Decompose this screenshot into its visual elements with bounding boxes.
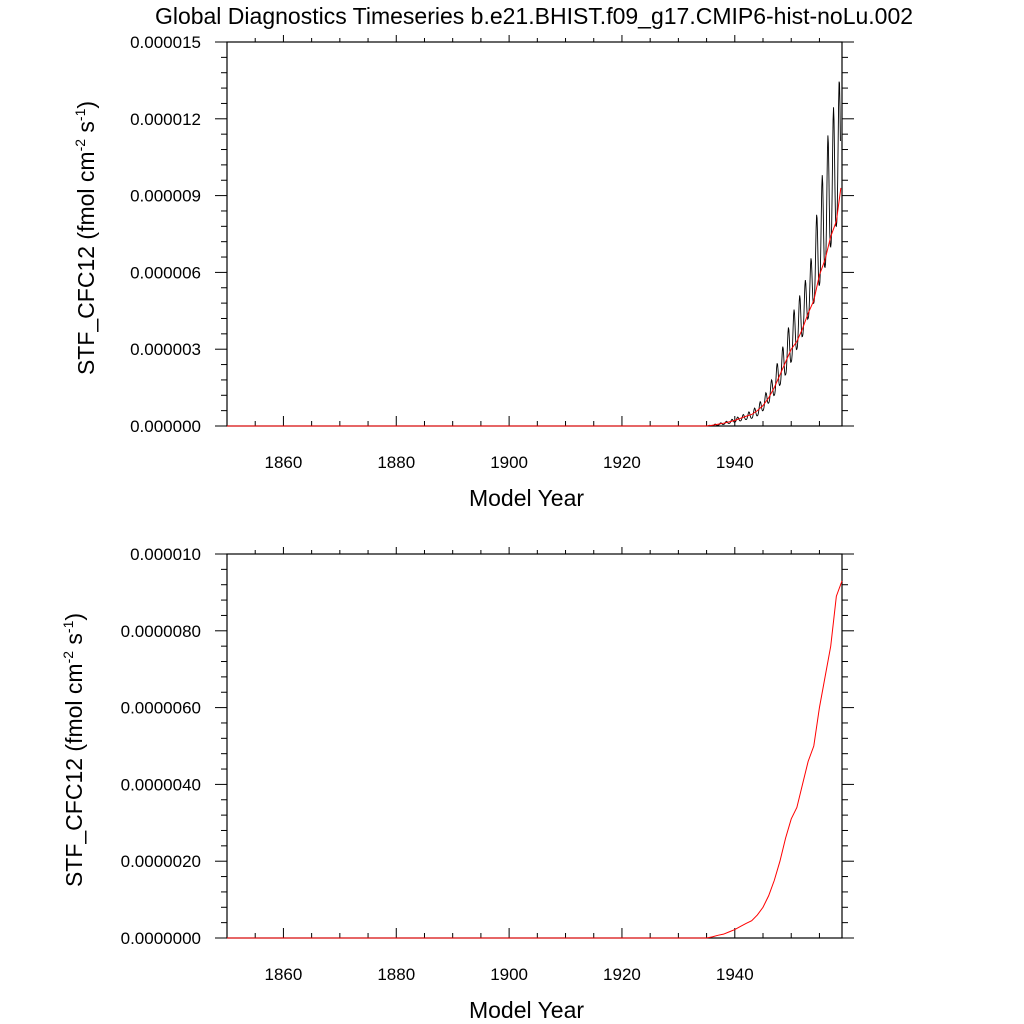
y-tick-label: 0.000006 bbox=[130, 263, 201, 282]
y-axis-title: STF_CFC12 (fmol cm-2 s-1) bbox=[72, 101, 99, 375]
x-tick-label: 1940 bbox=[716, 965, 754, 984]
y-tick-label: 0.0000020 bbox=[121, 852, 201, 871]
y-axis-title-sup1: -2 bbox=[60, 651, 76, 664]
plot-frame bbox=[226, 553, 843, 939]
x-tick-label: 1920 bbox=[603, 453, 641, 472]
y-tick-label: 0.000012 bbox=[130, 110, 201, 129]
y-tick-label: 0.000015 bbox=[130, 33, 201, 52]
y-tick-label: 0.000009 bbox=[130, 187, 201, 206]
y-axis-title-main: STF_CFC12 (fmol cm bbox=[73, 151, 99, 375]
y-tick-label: 0.000003 bbox=[130, 340, 201, 359]
y-axis-title-sup1: -2 bbox=[72, 139, 88, 152]
y-axis-title-mid: s bbox=[73, 121, 99, 139]
series-line-annual bbox=[227, 580, 843, 939]
y-tick-label: 0.000010 bbox=[130, 545, 201, 564]
y-tick-label: 0.0000040 bbox=[121, 775, 201, 794]
y-axis-title-end: ) bbox=[73, 101, 99, 109]
x-tick-label: 1940 bbox=[716, 453, 754, 472]
x-axis-title: Model Year bbox=[469, 997, 584, 1023]
y-axis-title-sup2: -1 bbox=[60, 620, 76, 633]
x-tick-label: 1900 bbox=[490, 965, 528, 984]
y-axis-title-main: STF_CFC12 (fmol cm bbox=[61, 663, 87, 887]
y-axis-title-sup2: -1 bbox=[72, 108, 88, 121]
x-tick-label: 1900 bbox=[490, 453, 528, 472]
y-axis-title-end: ) bbox=[61, 613, 87, 621]
y-axis-title: STF_CFC12 (fmol cm-2 s-1) bbox=[60, 613, 87, 887]
plot-frame bbox=[226, 41, 843, 427]
y-tick-label: 0.0000080 bbox=[121, 622, 201, 641]
y-axis-title-mid: s bbox=[61, 633, 87, 651]
series-line-annual bbox=[227, 187, 842, 427]
series-line-monthly bbox=[227, 81, 841, 427]
y-tick-label: 0.000000 bbox=[130, 417, 201, 436]
y-tick-label: 0.0000060 bbox=[121, 699, 201, 718]
x-tick-label: 1880 bbox=[377, 965, 415, 984]
chart-panel-bottom: 1860 1880 1900 1920 1940 0.0000000 0.0000020 0.… bbox=[60, 545, 854, 1023]
x-tick-label: 1880 bbox=[377, 453, 415, 472]
x-tick-label: 1920 bbox=[603, 965, 641, 984]
x-axis-title: Model Year bbox=[469, 485, 584, 511]
x-tick-label: 1860 bbox=[265, 453, 303, 472]
chart-panel-top: 1860 1880 1900 1920 1940 0.000000 0.000003 0.00… bbox=[72, 33, 854, 511]
x-tick-label: 1860 bbox=[265, 965, 303, 984]
page-title: Global Diagnostics Timeseries b.e21.BHIS… bbox=[155, 3, 913, 29]
y-tick-label: 0.0000000 bbox=[121, 929, 201, 948]
